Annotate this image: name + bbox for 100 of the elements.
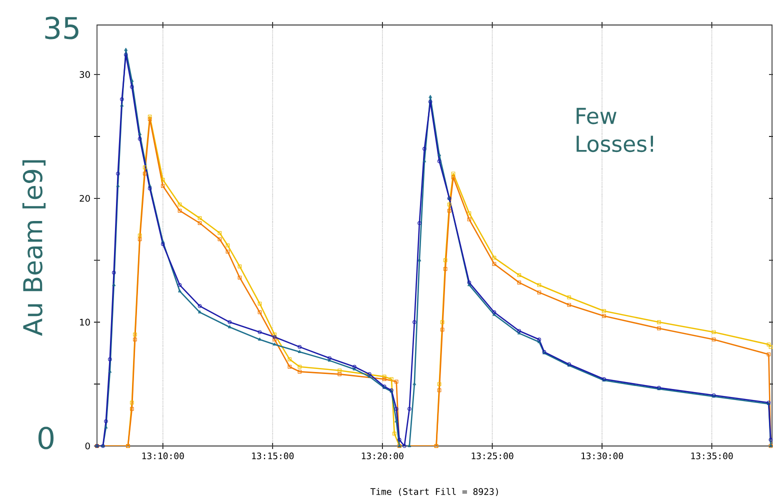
point [116,184,120,188]
point [133,332,137,336]
point [428,100,432,104]
point [437,388,442,392]
x-tick-label: 13:35:00 [691,452,733,460]
point [443,258,448,262]
point [228,320,232,324]
point [104,419,108,424]
point [108,357,112,362]
point [226,244,230,248]
point [657,326,661,330]
point [338,372,342,376]
y-tick-label: 30 [80,71,90,78]
point [218,231,222,235]
point [492,312,496,316]
point [657,320,661,324]
x-tick-label: 13:15:00 [252,452,294,460]
point [492,310,496,314]
point [298,350,302,353]
point [120,104,124,107]
point [766,342,771,346]
point [198,221,202,226]
point [440,328,444,332]
point [178,283,182,287]
x-tick-label: 13:30:00 [582,452,624,460]
point [712,338,716,342]
point [328,356,332,360]
point [712,330,716,334]
point [537,290,542,294]
point [142,166,147,170]
point [238,264,242,268]
point [440,320,444,324]
point [160,242,165,246]
x-axis-title: Time (Start Fill = 8923) [370,488,498,496]
x-tick-label: 13:25:00 [472,452,514,460]
point [198,310,202,314]
point [120,97,124,102]
point [382,377,386,382]
point [116,172,120,176]
point [148,186,152,190]
point [408,406,412,411]
point [467,280,472,284]
point [161,240,165,243]
point [492,262,496,266]
point [394,406,398,411]
point [368,372,372,376]
point [258,310,262,314]
point [226,250,230,254]
point [298,370,302,374]
point [148,114,152,119]
point [142,172,147,176]
point [148,117,152,121]
point [517,280,522,284]
point [130,400,134,405]
point [517,273,522,278]
point [418,258,422,262]
point [428,94,432,98]
point [228,325,232,328]
point [408,444,412,448]
point [412,382,416,386]
point [130,78,134,82]
point [467,211,472,216]
point [138,237,142,242]
point [392,432,396,436]
point [288,364,292,369]
point [112,283,116,286]
text: 35 [45,16,78,40]
point [437,159,442,164]
point [368,374,372,378]
y-tick-label: 10 [80,318,90,326]
annotation: Few Losses! [576,108,653,152]
point [104,426,108,429]
point [288,357,292,362]
point [258,330,262,334]
point [198,216,202,220]
point [298,345,302,349]
point [422,159,426,162]
point [451,175,456,180]
point [438,153,441,156]
point [160,178,165,182]
point [412,320,416,324]
point [124,48,128,51]
point [272,332,277,336]
point [537,338,542,342]
text: 0 [38,426,54,450]
point [338,368,342,372]
x-tick-label: 13:10:00 [142,452,184,460]
point [492,256,496,260]
y-tick-label: 0 [85,442,90,450]
point [108,370,112,373]
point [178,289,182,292]
point [537,283,542,287]
point [238,276,242,280]
point [218,237,222,242]
point [418,221,422,226]
point [124,52,128,57]
point [394,419,398,422]
point [437,382,442,386]
y-tick-label: 20 [80,194,90,202]
point [133,338,137,342]
